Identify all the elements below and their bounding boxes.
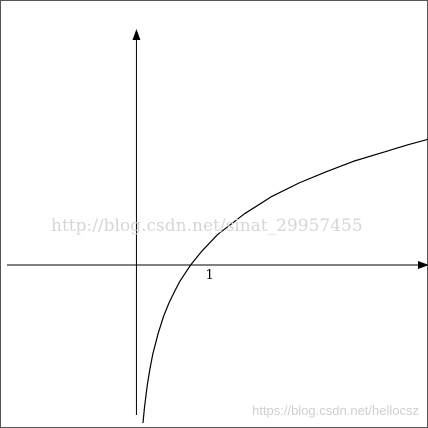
x-tick-label: 1: [205, 268, 213, 283]
watermark-main: http://blog.csdn.net/sinat_29957455: [51, 216, 363, 236]
series-line-0: [142, 138, 428, 424]
y-axis-arrow: [132, 29, 141, 40]
x-axis-arrow: [418, 261, 428, 269]
watermark-corner: https://blog.csdn.net/hellocsz: [252, 403, 419, 418]
